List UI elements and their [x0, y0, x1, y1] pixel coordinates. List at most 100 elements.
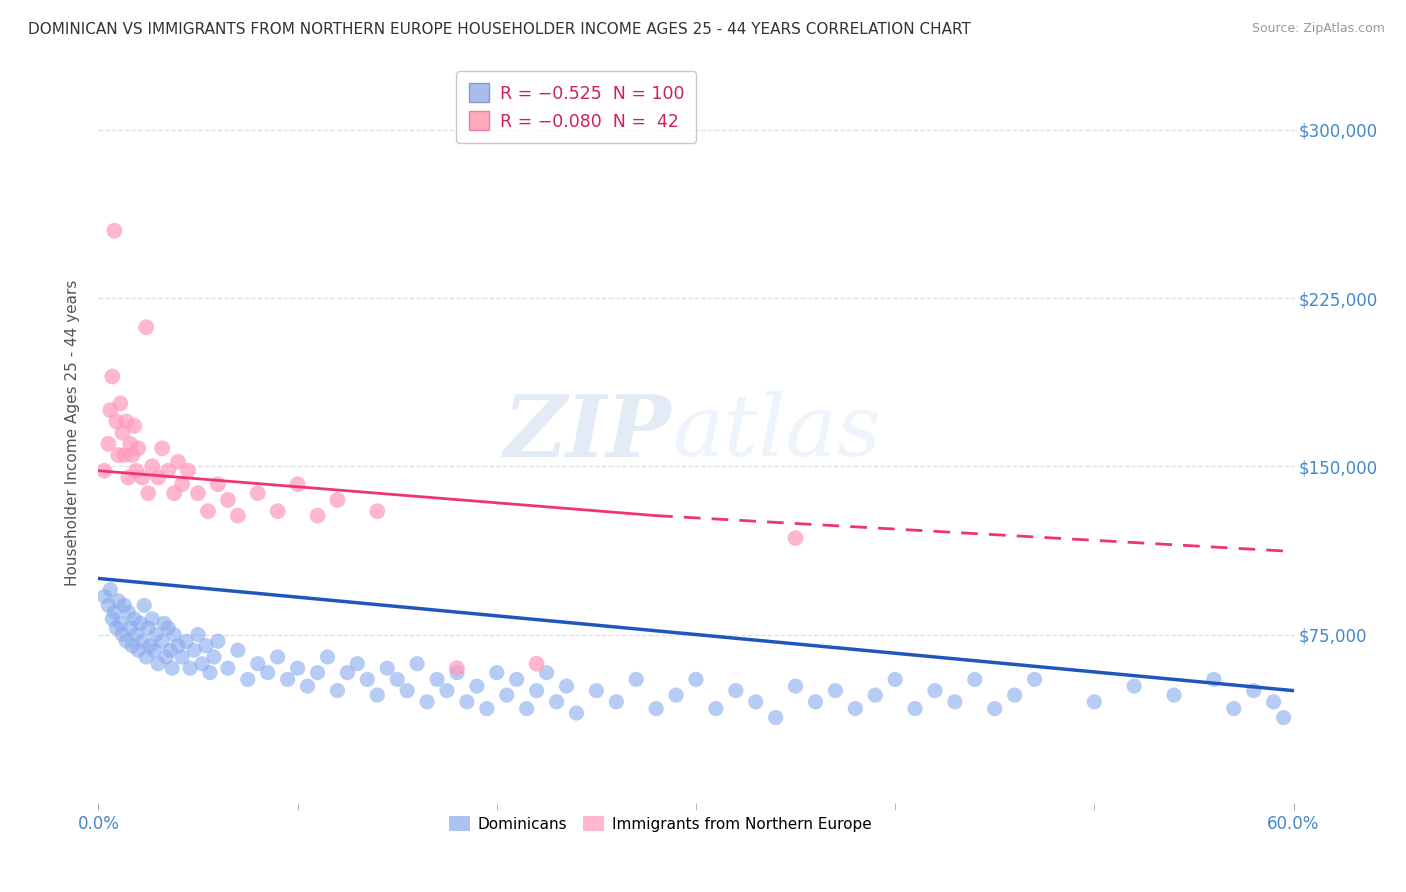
Point — [105, 621, 128, 635]
Point — [475, 701, 498, 715]
Point — [198, 665, 221, 680]
Point — [416, 695, 439, 709]
Point — [110, 616, 132, 631]
Point — [131, 470, 153, 484]
Point — [485, 665, 508, 680]
Point — [97, 437, 120, 451]
Point — [804, 695, 827, 709]
Point — [446, 665, 468, 680]
Text: ZIP: ZIP — [505, 391, 672, 475]
Point — [134, 599, 156, 613]
Point — [1202, 673, 1225, 687]
Point — [246, 657, 269, 671]
Point — [217, 661, 239, 675]
Point — [191, 657, 214, 671]
Point — [115, 634, 138, 648]
Point — [287, 477, 309, 491]
Point — [177, 464, 200, 478]
Point — [107, 448, 129, 462]
Point — [785, 679, 807, 693]
Point — [526, 683, 548, 698]
Point — [163, 627, 186, 641]
Point — [645, 701, 668, 715]
Point — [115, 414, 138, 428]
Point — [153, 616, 176, 631]
Point — [195, 639, 218, 653]
Point — [117, 470, 139, 484]
Point — [316, 650, 339, 665]
Point — [112, 599, 135, 613]
Point — [536, 665, 558, 680]
Point — [197, 504, 219, 518]
Point — [236, 673, 259, 687]
Point — [1083, 695, 1105, 709]
Point — [179, 661, 201, 675]
Point — [904, 701, 927, 715]
Point — [202, 650, 225, 665]
Point — [155, 650, 177, 665]
Point — [326, 683, 349, 698]
Point — [117, 605, 139, 619]
Point — [555, 679, 578, 693]
Point — [127, 442, 149, 456]
Point — [375, 661, 398, 675]
Point — [139, 639, 162, 653]
Point — [172, 477, 194, 491]
Point — [107, 594, 129, 608]
Point — [124, 612, 146, 626]
Point — [167, 455, 190, 469]
Point — [366, 504, 388, 518]
Point — [174, 634, 197, 648]
Point — [120, 621, 142, 635]
Point — [157, 621, 180, 635]
Point — [1163, 688, 1185, 702]
Point — [110, 396, 132, 410]
Point — [356, 673, 378, 687]
Point — [546, 695, 568, 709]
Point — [124, 418, 146, 433]
Point — [1123, 679, 1146, 693]
Point — [101, 369, 124, 384]
Point — [446, 661, 468, 675]
Point — [143, 643, 166, 657]
Point — [943, 695, 966, 709]
Point — [145, 627, 167, 641]
Point — [366, 688, 388, 702]
Point — [217, 492, 239, 507]
Point — [103, 224, 125, 238]
Point — [685, 673, 707, 687]
Point — [456, 695, 478, 709]
Point — [844, 701, 866, 715]
Point — [160, 661, 183, 675]
Point — [984, 701, 1007, 715]
Point — [1004, 688, 1026, 702]
Point — [346, 657, 368, 671]
Point — [326, 492, 349, 507]
Point — [516, 701, 538, 715]
Point — [103, 605, 125, 619]
Point — [163, 486, 186, 500]
Text: Source: ZipAtlas.com: Source: ZipAtlas.com — [1251, 22, 1385, 36]
Point — [765, 710, 787, 724]
Point — [1024, 673, 1046, 687]
Point — [150, 442, 173, 456]
Point — [187, 627, 209, 641]
Point — [297, 679, 319, 693]
Point — [129, 616, 152, 631]
Point — [112, 448, 135, 462]
Point — [385, 673, 409, 687]
Point — [1243, 683, 1265, 698]
Point — [287, 661, 309, 675]
Point — [785, 531, 807, 545]
Point — [125, 464, 148, 478]
Point — [865, 688, 887, 702]
Point — [226, 508, 249, 523]
Point — [246, 486, 269, 500]
Text: DOMINICAN VS IMMIGRANTS FROM NORTHERN EUROPE HOUSEHOLDER INCOME AGES 25 - 44 YEA: DOMINICAN VS IMMIGRANTS FROM NORTHERN EU… — [28, 22, 972, 37]
Point — [125, 627, 148, 641]
Point — [226, 643, 249, 657]
Point — [626, 673, 648, 687]
Point — [93, 590, 115, 604]
Point — [1272, 710, 1295, 724]
Point — [924, 683, 946, 698]
